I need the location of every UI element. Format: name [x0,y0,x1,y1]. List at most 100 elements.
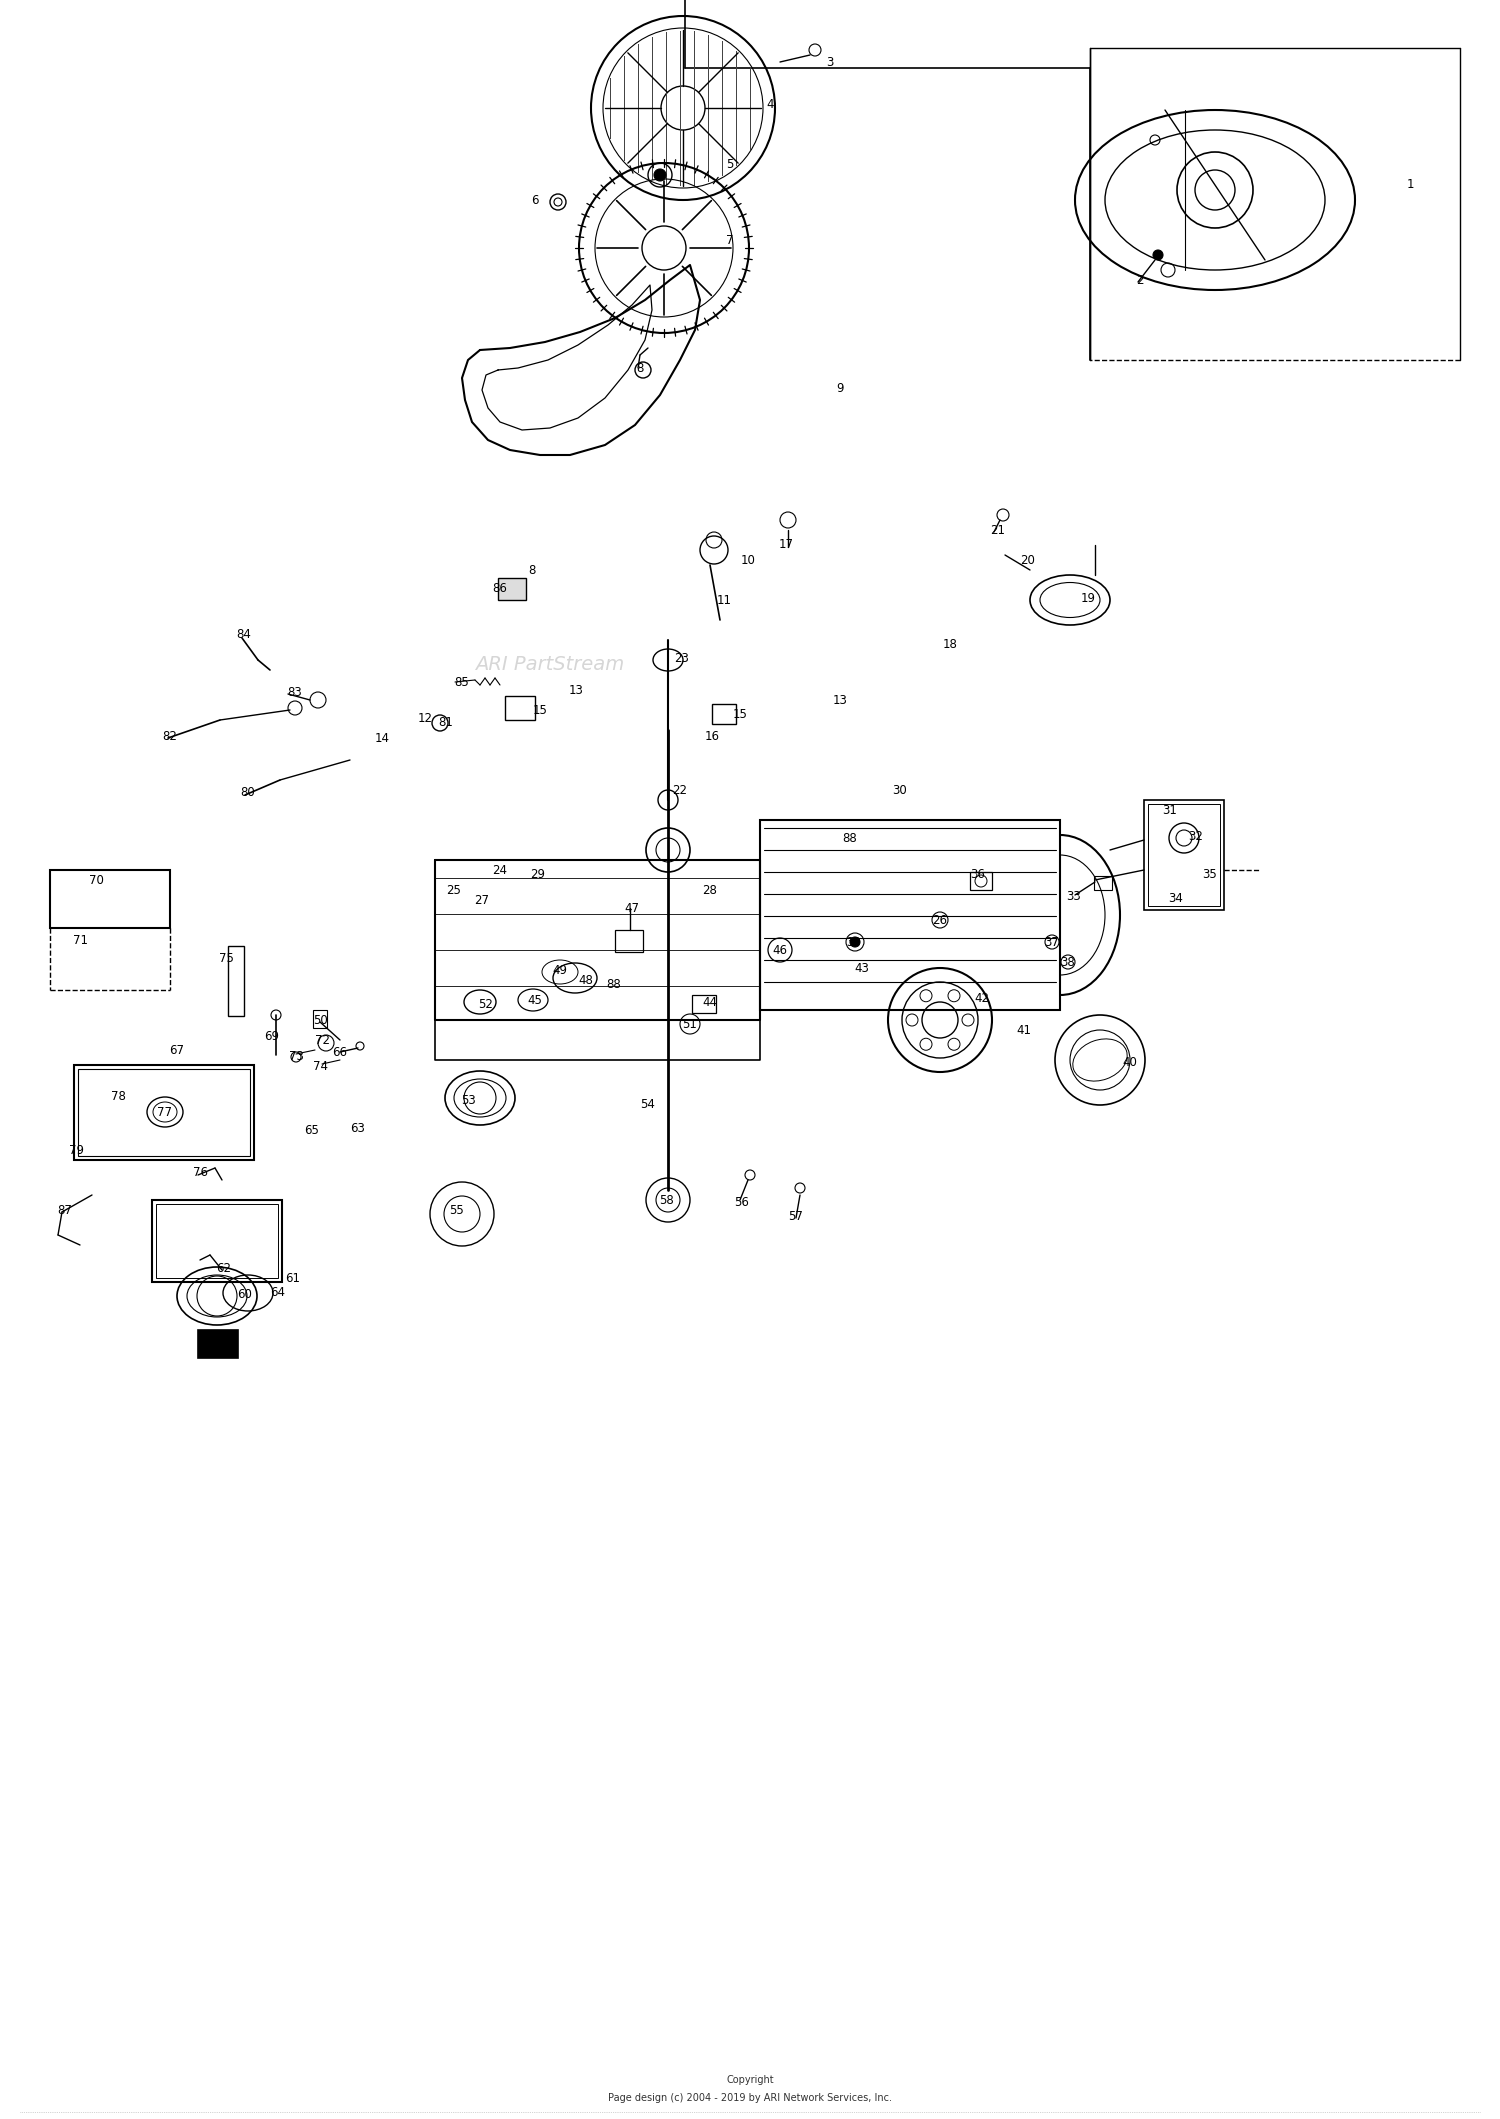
Circle shape [654,170,666,180]
Text: 70: 70 [88,873,104,886]
Bar [1144,801,1224,909]
Text: 74: 74 [312,1060,327,1072]
Text: 71: 71 [72,934,87,947]
Bar [712,704,736,725]
Text: 7: 7 [726,233,734,246]
Text: 55: 55 [448,1204,464,1216]
Text: 80: 80 [240,786,255,799]
Text: 56: 56 [735,1195,750,1208]
Text: 87: 87 [57,1204,72,1216]
Text: 41: 41 [1017,1023,1032,1036]
Text: 30: 30 [892,784,908,797]
Text: 1: 1 [1407,178,1413,191]
Bar [152,1199,282,1282]
Text: 53: 53 [460,1093,476,1106]
Text: 63: 63 [351,1121,366,1134]
Text: 44: 44 [702,996,717,1009]
Text: 39: 39 [846,934,861,949]
Text: 8: 8 [528,564,536,576]
Bar [228,945,244,1015]
Bar [50,871,170,928]
Text: 75: 75 [219,951,234,964]
Text: 62: 62 [216,1261,231,1274]
Bar [74,1066,254,1159]
Bar [1148,803,1220,907]
Text: 33: 33 [1066,890,1082,903]
Bar [198,1331,238,1358]
Text: 77: 77 [156,1106,171,1119]
Text: 18: 18 [942,638,957,651]
Text: 2: 2 [1137,273,1143,286]
Text: 76: 76 [192,1165,207,1178]
Text: 35: 35 [1203,867,1218,882]
Text: 31: 31 [1162,803,1178,816]
Bar [498,578,526,600]
Text: 34: 34 [1168,892,1184,905]
Text: 38: 38 [1060,956,1076,968]
Text: 19: 19 [1080,591,1095,604]
Text: 47: 47 [624,901,639,915]
Text: 66: 66 [333,1045,348,1060]
Text: 24: 24 [492,865,507,877]
Text: 83: 83 [288,687,303,699]
Text: 59: 59 [213,1333,228,1346]
Text: 26: 26 [933,913,948,926]
Bar [692,996,715,1013]
Text: 22: 22 [672,784,687,797]
Bar [314,1011,327,1028]
Text: 69: 69 [264,1030,279,1043]
Text: 65: 65 [304,1123,320,1136]
Text: 49: 49 [552,964,567,977]
Text: 20: 20 [1020,553,1035,566]
Text: 37: 37 [1044,934,1059,949]
Text: 48: 48 [579,973,594,987]
Text: 13: 13 [568,684,584,697]
Text: 11: 11 [717,593,732,606]
Text: 60: 60 [237,1288,252,1301]
Text: 72: 72 [315,1034,330,1047]
Text: 3: 3 [827,55,834,68]
Text: 88: 88 [606,977,621,990]
Bar [760,820,1060,1011]
Bar [1094,875,1112,890]
Text: 17: 17 [778,538,794,551]
Text: 8: 8 [636,362,644,375]
Text: 45: 45 [528,994,543,1007]
Text: 43: 43 [855,962,870,975]
Bar [156,1204,278,1278]
Text: 67: 67 [170,1043,184,1057]
Bar [615,930,644,951]
Text: 21: 21 [990,523,1005,536]
Text: 15: 15 [732,708,747,720]
Text: 61: 61 [285,1271,300,1284]
Bar [78,1068,251,1157]
Text: 32: 32 [1188,829,1203,843]
Text: 12: 12 [417,712,432,725]
Text: 58: 58 [658,1193,674,1206]
Text: 64: 64 [270,1286,285,1299]
Bar [506,695,536,720]
Text: 51: 51 [682,1017,698,1030]
Text: 4: 4 [766,97,774,112]
Text: 86: 86 [492,581,507,595]
Text: 85: 85 [454,676,470,689]
Text: 25: 25 [447,884,462,896]
Text: 79: 79 [69,1144,84,1157]
Text: 16: 16 [705,729,720,742]
Text: 81: 81 [438,716,453,729]
Text: 5: 5 [726,159,734,172]
Text: 13: 13 [833,693,848,706]
Text: 15: 15 [532,704,548,716]
Bar [50,871,170,928]
Circle shape [1154,250,1162,261]
Text: 23: 23 [675,651,690,665]
Text: 73: 73 [288,1049,303,1062]
Text: 57: 57 [789,1210,804,1223]
Text: 10: 10 [741,553,756,566]
Text: Copyright: Copyright [726,2075,774,2085]
Text: 88: 88 [843,831,858,845]
Text: 6: 6 [531,193,538,206]
Text: Page design (c) 2004 - 2019 by ARI Network Services, Inc.: Page design (c) 2004 - 2019 by ARI Netwo… [608,2094,892,2102]
Text: 36: 36 [970,867,986,882]
Text: 82: 82 [162,729,177,742]
